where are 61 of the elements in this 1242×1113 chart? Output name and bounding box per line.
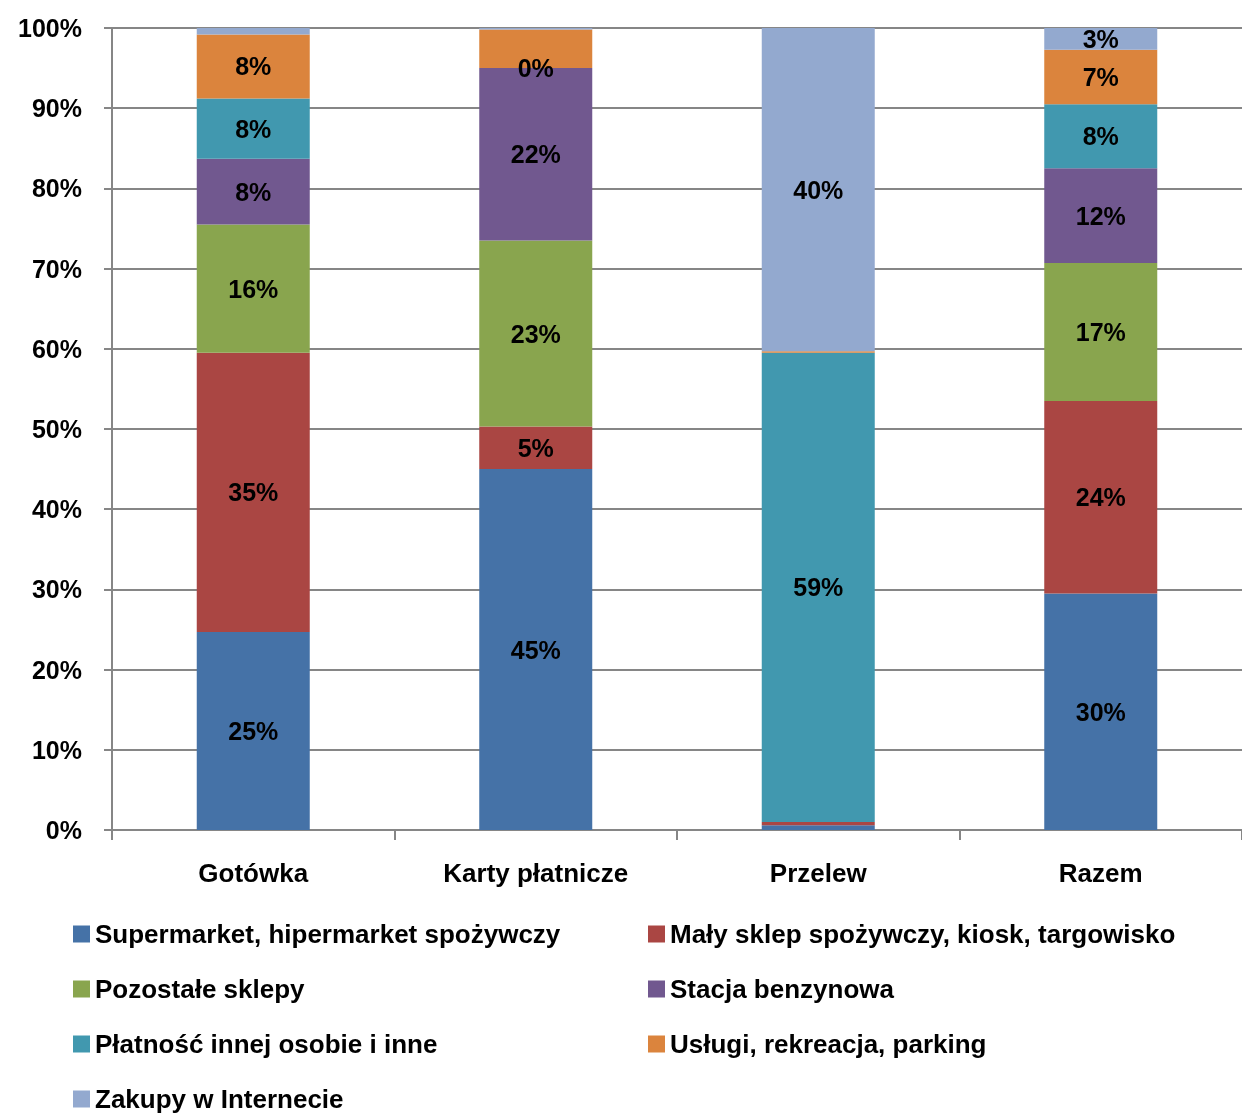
data-label: 40% — [793, 175, 844, 204]
data-label: 12% — [1075, 201, 1126, 230]
bar — [479, 469, 593, 830]
data-label: 5% — [517, 433, 554, 462]
bar — [1044, 400, 1158, 594]
data-label: 8% — [235, 52, 272, 81]
data-label: 45% — [510, 635, 561, 664]
bar — [761, 28, 875, 352]
data-label: 3% — [1082, 24, 1119, 53]
data-label: 22% — [510, 140, 561, 169]
data-label: 8% — [235, 114, 272, 143]
legend-label: Mały sklep spożywczy, kiosk, targowisko — [670, 919, 1176, 949]
bar — [1044, 104, 1158, 169]
data-label: 23% — [510, 319, 561, 348]
y-tick-label: 60% — [31, 334, 82, 363]
data-label: 17% — [1075, 317, 1126, 346]
legend-label: Zakupy w Internecie — [95, 1084, 344, 1113]
bar — [1044, 168, 1158, 263]
data-label: 8% — [235, 177, 272, 206]
y-tick-label: 30% — [31, 575, 82, 604]
y-tick-label: 70% — [31, 254, 82, 283]
data-label: 24% — [1075, 483, 1126, 512]
legend-label: Usługi, rekreacja, parking — [670, 1029, 987, 1059]
legend-label: Stacja benzynowa — [670, 974, 895, 1004]
bar — [196, 98, 310, 159]
bar — [196, 352, 310, 632]
y-tick-label: 10% — [31, 735, 82, 764]
bar — [761, 352, 875, 822]
y-tick-label: 90% — [31, 94, 82, 123]
x-tick-label: Karty płatnicze — [443, 858, 629, 888]
legend-label: Pozostałe sklepy — [95, 974, 306, 1004]
data-label: 30% — [1075, 697, 1126, 726]
bar — [761, 825, 875, 830]
data-label: 8% — [1082, 122, 1119, 151]
bar — [1044, 262, 1158, 401]
data-label: 25% — [228, 716, 279, 745]
bar — [196, 224, 310, 353]
bar — [196, 28, 310, 35]
y-tick-label: 100% — [18, 14, 82, 42]
x-tick-label: Gotówka — [198, 858, 309, 888]
data-label: 16% — [228, 274, 279, 303]
bar — [196, 631, 310, 830]
bar — [196, 158, 310, 225]
bar — [761, 821, 875, 826]
bar — [196, 34, 310, 99]
bar — [479, 426, 593, 470]
y-tick-label: 40% — [31, 495, 82, 524]
data-label: 59% — [793, 573, 844, 602]
x-tick-label: Przelew — [769, 858, 868, 888]
x-tick-label: Razem — [1058, 858, 1143, 888]
legend-label: Supermarket, hipermarket spożywczy — [95, 919, 561, 949]
data-label: 35% — [228, 478, 279, 507]
y-tick-label: 50% — [31, 415, 82, 443]
data-label: 7% — [1082, 62, 1119, 91]
bar — [1044, 49, 1158, 105]
y-tick-label: 80% — [31, 174, 82, 203]
bar — [1044, 593, 1158, 830]
bar — [479, 240, 593, 427]
legend-label: Płatność innej osobie i inne — [95, 1029, 438, 1059]
y-tick-label: 20% — [31, 655, 82, 684]
y-tick-label: 0% — [45, 816, 82, 844]
